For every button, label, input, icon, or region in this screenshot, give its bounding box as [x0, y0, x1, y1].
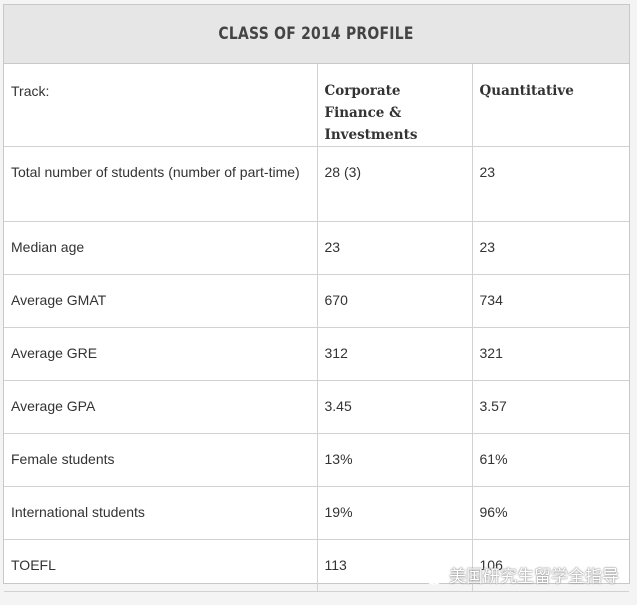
cell-value: 96%	[471, 486, 629, 540]
cell-value: 19%	[316, 486, 473, 540]
header-quantitative: Quantitative	[471, 64, 629, 147]
wechat-icon	[417, 564, 443, 585]
cell-value: 670	[316, 274, 473, 328]
row-label: Average GPA	[4, 380, 318, 434]
table-row: Female students 13% 61%	[4, 433, 629, 487]
header-corporate-finance: Corporate Finance & Investments	[316, 64, 473, 147]
header-track: Track:	[4, 64, 318, 147]
cell-value: 13%	[316, 433, 473, 487]
cell-value: 113	[316, 539, 473, 592]
table-row: Median age 23 23	[4, 221, 629, 275]
row-label: TOEFL	[4, 539, 318, 592]
cell-value: 61%	[471, 433, 629, 487]
watermark-text: 美国研究生留学全指导	[449, 567, 619, 587]
profile-table: Track: Corporate Finance & Investments Q…	[4, 64, 629, 592]
table-row: Average GPA 3.45 3.57	[4, 380, 629, 434]
table-row: TOEFL 113 106	[4, 539, 629, 592]
row-label: Female students	[4, 433, 318, 487]
row-label: Average GMAT	[4, 274, 318, 328]
table-row: Total number of students (number of part…	[4, 146, 629, 222]
row-label: International students	[4, 486, 318, 540]
table-row: Average GMAT 670 734	[4, 274, 629, 328]
cell-value: 23	[471, 221, 629, 275]
watermark: 美国研究生留学全指导	[417, 562, 619, 587]
cell-value: 321	[471, 327, 629, 381]
cell-value: 28 (3)	[316, 146, 473, 222]
cell-value: 23	[471, 146, 629, 222]
row-label: Average GRE	[4, 327, 318, 381]
row-label: Total number of students (number of part…	[4, 146, 318, 222]
cell-value: 3.57	[471, 380, 629, 434]
cell-value: 734	[471, 274, 629, 328]
table-header-row: Track: Corporate Finance & Investments Q…	[4, 64, 629, 147]
table-row: Average GRE 312 321	[4, 327, 629, 381]
profile-card: CLASS OF 2014 PROFILE Track: Corporate F…	[3, 4, 630, 592]
row-label: Median age	[4, 221, 318, 275]
title-bar: CLASS OF 2014 PROFILE	[4, 5, 629, 64]
cell-value: 23	[316, 221, 473, 275]
page-title: CLASS OF 2014 PROFILE	[218, 24, 415, 44]
table-row: International students 19% 96%	[4, 486, 629, 540]
cell-value: 106	[471, 539, 629, 592]
cell-value: 312	[316, 327, 473, 381]
cell-value: 3.45	[316, 380, 473, 434]
